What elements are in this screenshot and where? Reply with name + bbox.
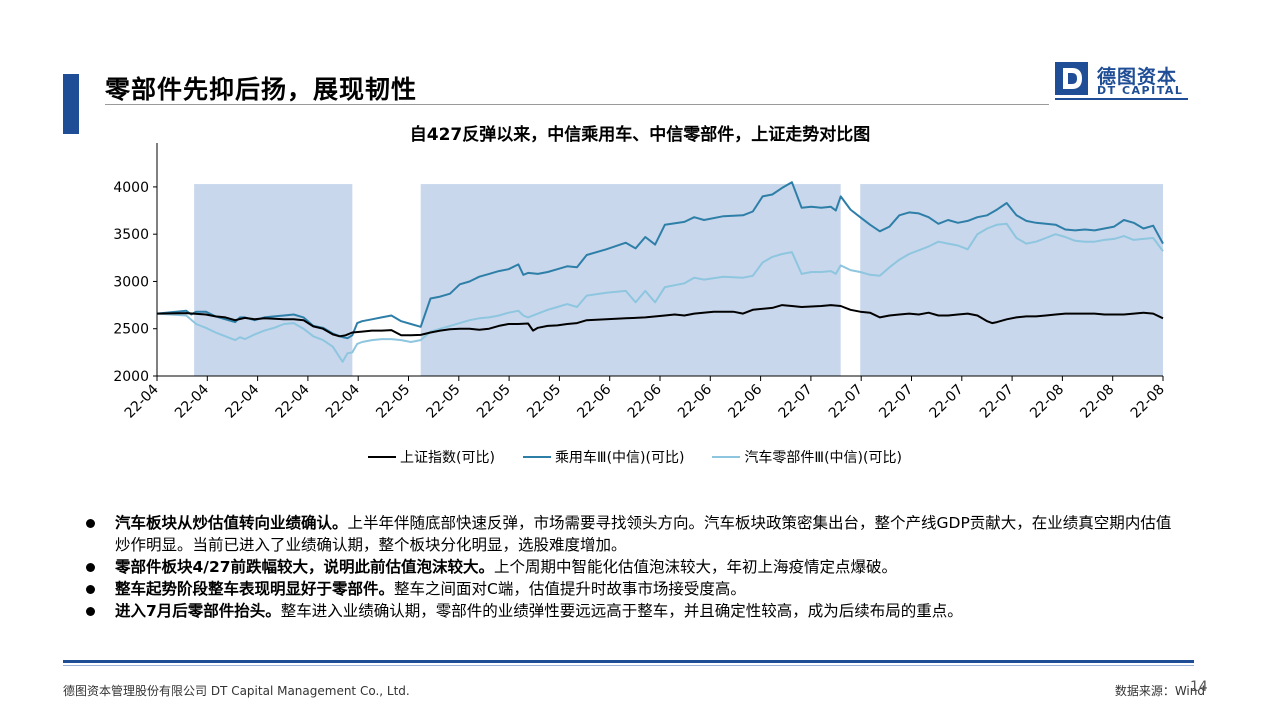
company-logo: 德图资本 DT CAPITAL: [1055, 62, 1185, 102]
bullet-item: 进入7月后零部件抬头。整车进入业绩确认期，零部件的业绩弹性要远远高于整车，并且确…: [82, 600, 1182, 622]
x-tick-label: 22-04: [323, 381, 363, 421]
bullet-heading: 零部件板块4/27前跌幅较大，说明此前估值泡沫较大。: [115, 558, 495, 576]
footer-source: 数据来源：Wind: [1115, 682, 1205, 699]
bullet-item: 整车起势阶段整车表现明显好于零部件。整车之间面对C端，估值提升时故事市场接受度高…: [82, 578, 1182, 600]
legend-swatch-passenger-car: [522, 456, 551, 458]
x-tick-label: 22-06: [574, 381, 614, 421]
series-line-auto-parts: [156, 222, 1164, 363]
bullet-heading: 汽车板块从炒估值转向业绩确认。: [115, 514, 348, 532]
x-tick-label: 22-04: [172, 381, 212, 421]
bullet-item: 零部件板块4/27前跌幅较大，说明此前估值泡沫较大。上个周期中智能化估值泡沫较大…: [82, 556, 1182, 578]
bullet-text: 上半年伴随底部快速反弹，市场需要寻找领头方向。汽车板块政策密集出台，整个产线GD…: [115, 514, 1172, 554]
x-tick-label: 22-05: [524, 382, 564, 422]
page-number: 14: [1190, 679, 1208, 695]
bullet-heading: 整车起势阶段整车表现明显好于零部件。: [115, 580, 395, 598]
x-tick-label: 22-06: [625, 381, 665, 421]
legend-swatch-auto-parts: [712, 456, 741, 458]
y-tick-label: 3000: [113, 274, 149, 290]
legend-label-shanghai: 上证指数(可比): [400, 450, 495, 466]
series-line-shanghai: [156, 304, 1164, 338]
data-source: 数据来源：Wind: [1114, 684, 1205, 698]
x-tick-label: 22-04: [273, 381, 313, 421]
x-tick-label: 22-04: [222, 381, 262, 421]
x-tick-label: 22-04: [122, 381, 162, 421]
x-tick-label: 22-07: [927, 382, 967, 422]
x-tick-label: 22-05: [424, 382, 464, 422]
legend-swatch-shanghai: [368, 456, 396, 458]
y-tick-label: 4000: [113, 180, 149, 196]
footer-divider-thin: [63, 665, 1194, 666]
title-accent-bar: [63, 74, 79, 134]
chart-legend: 上证指数(可比) 乘用车Ⅲ(中信)(可比) 汽车零部件Ⅲ(中信)(可比): [368, 446, 930, 468]
legend-label-passenger-car: 乘用车Ⅲ(中信)(可比): [554, 450, 685, 466]
x-tick-label: 22-06: [725, 381, 765, 421]
y-tick-label: 2500: [113, 322, 149, 338]
x-tick-label: 22-08: [1128, 382, 1168, 422]
footer-company: 德图资本管理股份有限公司 DT Capital Management Co., …: [63, 684, 410, 698]
bullet-text: 上个周期中智能化估值泡沫较大，年初上海疫情定点爆破。: [494, 558, 898, 576]
x-tick-label: 22-07: [776, 382, 816, 422]
x-tick-label: 22-05: [474, 382, 514, 422]
x-tick-label: 22-08: [1077, 382, 1117, 422]
x-tick-label: 22-08: [1027, 382, 1067, 422]
y-tick-label: 3500: [113, 227, 149, 243]
logo-mark: [1055, 62, 1088, 95]
logo-english-name: DT CAPITAL: [1097, 84, 1184, 97]
y-tick-label: 2000: [113, 369, 149, 385]
bullet-text: 整车进入业绩确认期，零部件的业绩弹性要远远高于整车，并且确定性较高，成为后续布局…: [280, 602, 963, 620]
logo-underline: [1055, 98, 1188, 100]
slide-title: 零部件先抑后扬，展现韧性: [105, 75, 418, 104]
x-tick-label: 22-07: [876, 382, 916, 422]
bullet-heading: 进入7月后零部件抬头。: [115, 602, 281, 620]
shaded-period: [194, 184, 353, 376]
legend-label-auto-parts: 汽车零部件Ⅲ(中信)(可比): [744, 450, 902, 466]
title-divider: [105, 104, 1049, 105]
legend-item-auto-parts: 汽车零部件Ⅲ(中信)(可比): [712, 447, 902, 467]
bullet-list: 汽车板块从炒估值转向业绩确认。上半年伴随底部快速反弹，市场需要寻找领头方向。汽车…: [82, 512, 1182, 622]
shaded-period: [420, 184, 841, 376]
chart-title: 自427反弹以来，中信乘用车、中信零部件，上证走势对比图: [409, 125, 871, 145]
bullet-item: 汽车板块从炒估值转向业绩确认。上半年伴随底部快速反弹，市场需要寻找领头方向。汽车…: [82, 512, 1182, 556]
x-tick-label: 22-07: [826, 382, 866, 422]
logo-chinese-name: 德图资本: [1097, 66, 1178, 88]
footer-divider: [63, 660, 1194, 663]
bullet-dot: [86, 607, 95, 616]
bullet-dot: [86, 563, 95, 572]
bullet-dot: [86, 585, 95, 594]
shaded-period: [860, 184, 1163, 376]
legend-item-passenger-car: 乘用车Ⅲ(中信)(可比): [522, 447, 685, 467]
bullet-text: 整车之间面对C端，估值提升时故事市场接受度高。: [394, 580, 746, 598]
x-tick-label: 22-05: [373, 382, 413, 422]
bullet-dot: [86, 519, 95, 528]
x-tick-label: 22-06: [675, 381, 715, 421]
x-tick-label: 22-07: [977, 382, 1017, 422]
legend-item-shanghai: 上证指数(可比): [368, 447, 495, 467]
